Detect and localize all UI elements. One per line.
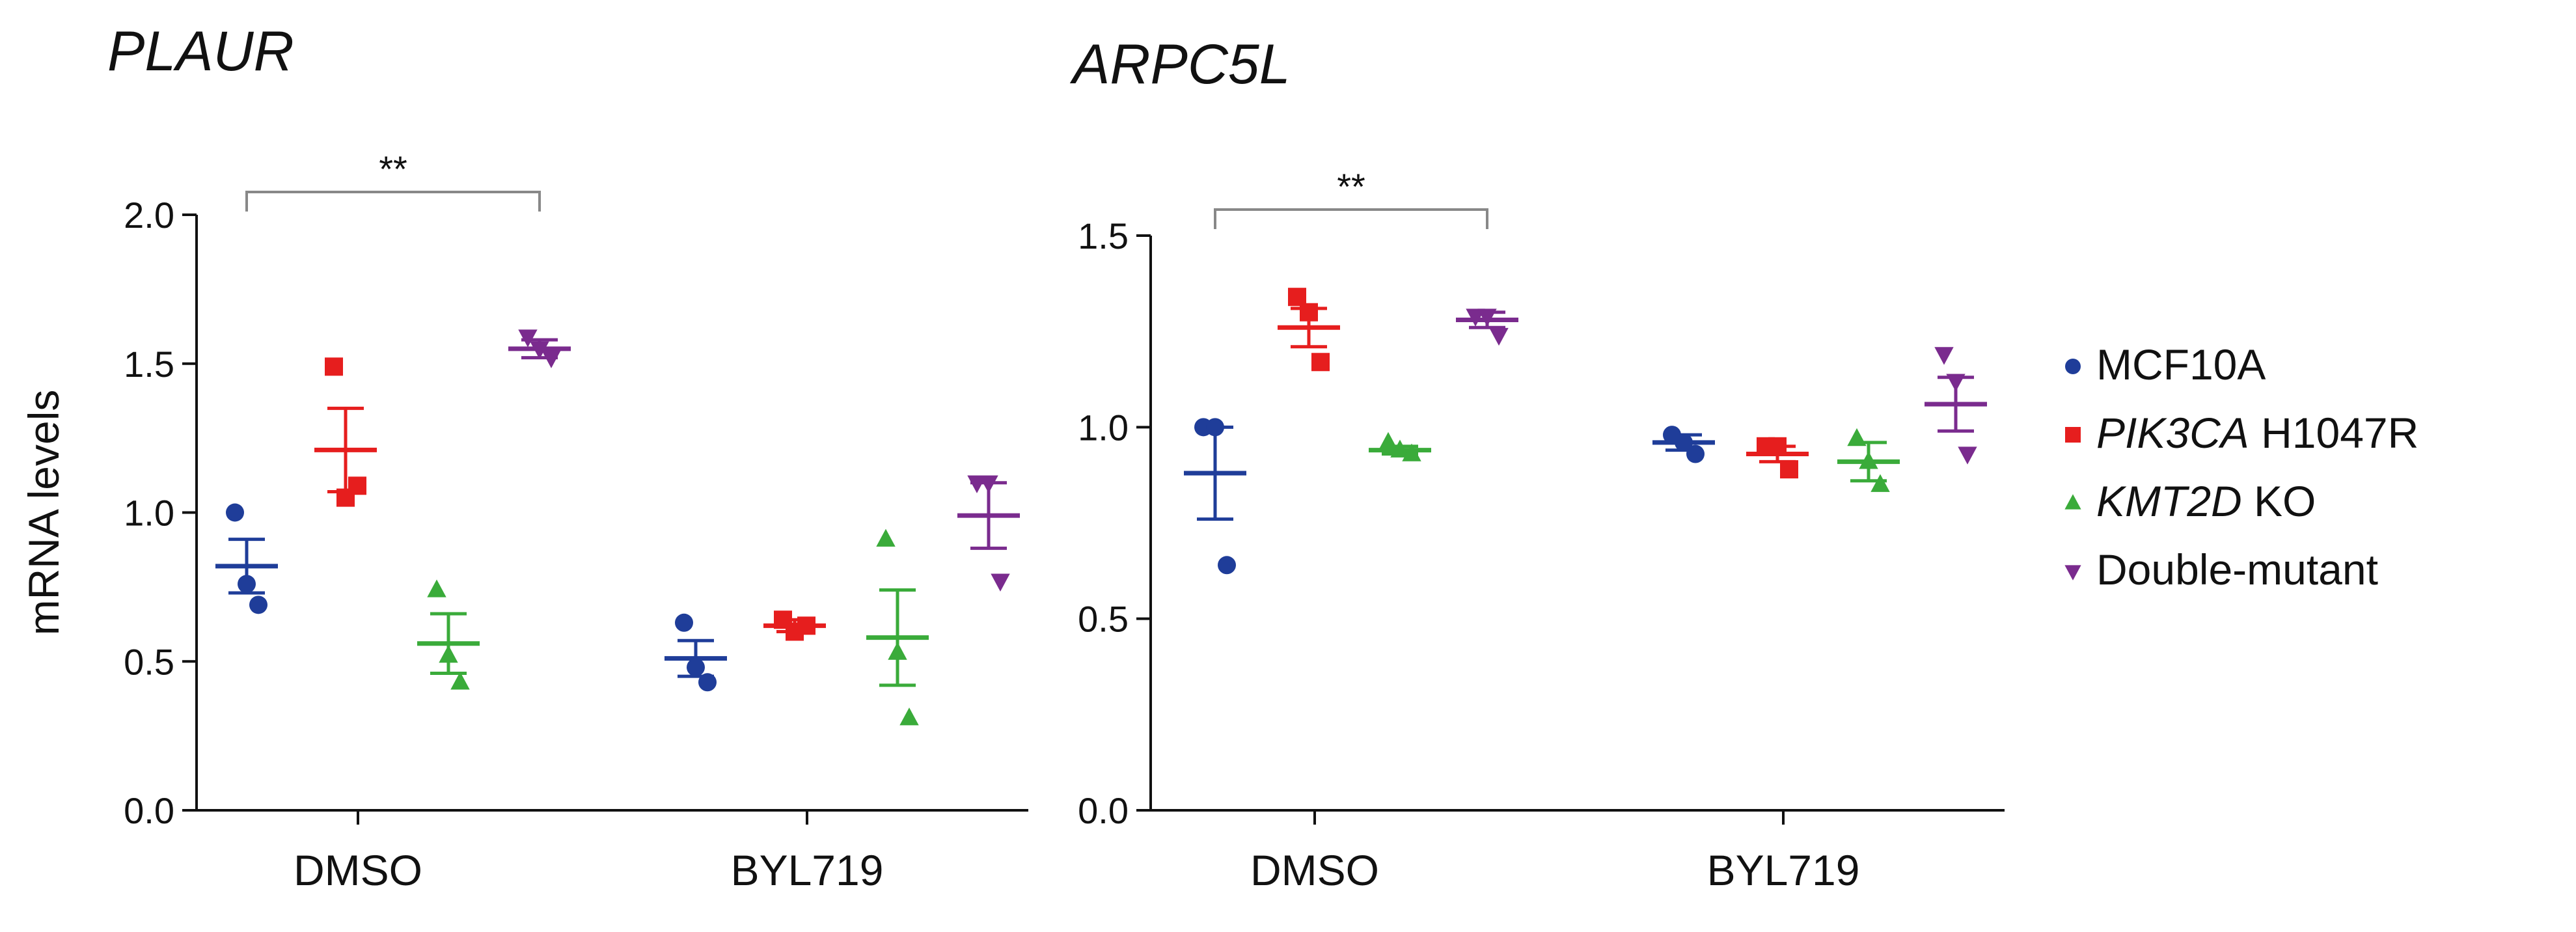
data-point — [1847, 428, 1867, 446]
legend-item-4: Double-mutant — [2096, 545, 2378, 594]
data-point — [991, 573, 1010, 592]
data-point — [1218, 556, 1236, 575]
legend-label-italic: KMT2D — [2096, 477, 2242, 525]
data-point — [1675, 433, 1693, 452]
data-point — [1686, 445, 1705, 463]
x-category-label: DMSO — [1250, 846, 1379, 894]
chart-plaur: PLAUR mRNA levels 0.0 0.5 1.0 1.5 2.0 DMSO BYL71… — [20, 20, 1028, 894]
data-point — [1390, 439, 1410, 458]
y-tick-label: 0.5 — [124, 641, 174, 682]
data-point — [876, 528, 896, 547]
chart-arpc5l: ARPC5L 0.0 0.5 1.0 1.5 DMSO BYL719 ** — [1069, 33, 2005, 894]
data-point — [427, 579, 446, 597]
y-tick-label: 1.5 — [124, 344, 174, 385]
y-tick-label: 2.0 — [124, 195, 174, 236]
legend-item-3: KMT2D KO — [2096, 477, 2316, 525]
y-tick-label: 1.0 — [1078, 407, 1129, 448]
data-point — [1206, 418, 1224, 437]
data-point — [249, 596, 267, 614]
data-point — [888, 642, 907, 660]
data-point — [226, 503, 244, 522]
data-point — [1311, 353, 1330, 372]
data-point — [1402, 443, 1421, 461]
data-point — [238, 575, 256, 594]
data-point — [797, 616, 815, 635]
data-point — [1300, 303, 1318, 322]
y-tick-label: 1.0 — [124, 493, 174, 534]
data-point — [541, 350, 561, 368]
legend-item-2: PIK3CA H1047R — [2096, 409, 2418, 457]
data-point — [687, 658, 705, 677]
data-point — [1378, 432, 1398, 450]
significance-bracket — [1214, 208, 1488, 229]
significance-label: ** — [379, 148, 407, 189]
data-point — [1288, 288, 1306, 307]
y-tick-label: 0.0 — [1078, 790, 1129, 831]
data-point — [1934, 347, 1954, 365]
legend-marker — [2064, 565, 2081, 581]
data-point — [1780, 460, 1798, 479]
legend-label: H1047R — [2249, 409, 2419, 457]
significance-bracket — [245, 191, 541, 212]
legend-label: KO — [2242, 477, 2316, 525]
x-category-label: BYL719 — [731, 846, 884, 894]
chart-title: PLAUR — [107, 20, 294, 83]
legend-marker — [2065, 359, 2081, 374]
data-point — [530, 341, 549, 359]
legend-label: MCF10A — [2096, 340, 2266, 389]
data-point — [1768, 437, 1787, 456]
significance-label: ** — [1337, 166, 1365, 207]
data-point — [348, 476, 366, 495]
y-tick-label: 0.5 — [1078, 599, 1129, 640]
data-point — [450, 672, 470, 690]
legend-marker — [2064, 494, 2081, 510]
data-point — [1946, 374, 1966, 392]
data-point — [1859, 451, 1878, 469]
legend-label: Double-mutant — [2096, 545, 2378, 594]
legend-label-italic: PIK3CA — [2096, 409, 2249, 457]
data-point — [899, 707, 919, 726]
data-point — [1489, 327, 1509, 346]
data-point — [1477, 308, 1497, 327]
x-category-label: BYL719 — [1707, 846, 1860, 894]
y-tick-label: 0.0 — [124, 790, 174, 831]
y-tick-label: 1.5 — [1078, 215, 1129, 256]
legend-item-1: MCF10A — [2096, 340, 2266, 389]
data-point — [518, 329, 538, 348]
data-point — [1958, 446, 1977, 465]
data-point — [979, 475, 998, 493]
data-point — [1870, 474, 1890, 492]
chart-title: ARPC5L — [1069, 33, 1291, 96]
y-axis-label: mRNA levels — [20, 390, 68, 636]
data-point — [675, 613, 693, 632]
legend-marker — [2065, 427, 2081, 443]
x-category-label: DMSO — [294, 846, 422, 894]
data-point — [698, 673, 717, 692]
data-point — [439, 645, 458, 663]
data-point — [325, 357, 343, 376]
